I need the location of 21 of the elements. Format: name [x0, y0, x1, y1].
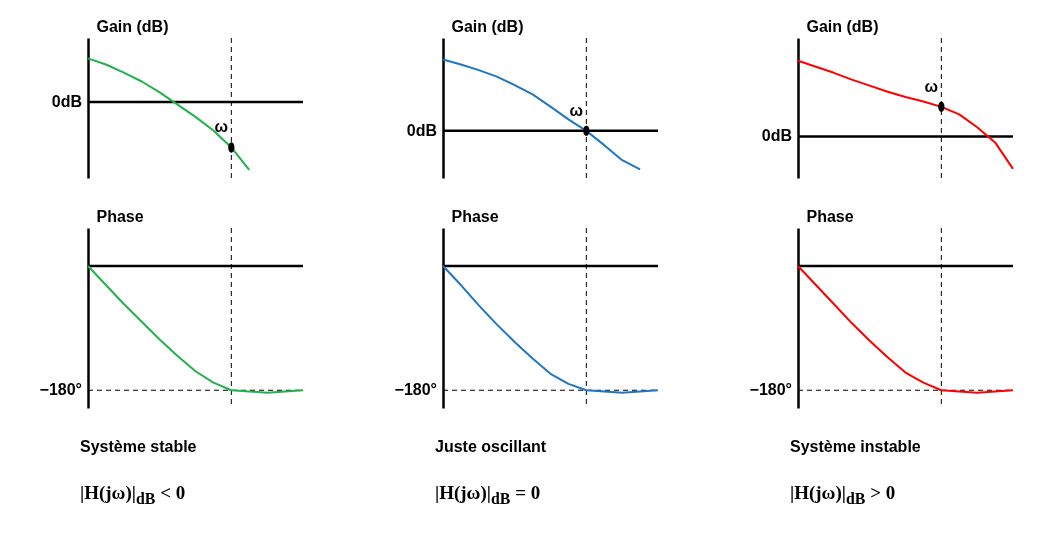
- annotation: ω: [214, 118, 229, 136]
- text: Système instable: [790, 438, 922, 456]
- y-axis-title: Gain (dB): [451, 17, 524, 35]
- y-axis-title: Gain (dB): [806, 17, 879, 35]
- ref-line-label: 0dB: [761, 127, 792, 145]
- text: Juste oscillant: [435, 438, 548, 456]
- y-axis-title: Phase: [806, 207, 854, 225]
- annotation: ω: [924, 77, 939, 95]
- ref-line-label: −180°: [39, 381, 82, 399]
- text: |H(jω)|$_{dB}$ > 0: [790, 482, 897, 508]
- y-axis-title: Phase: [96, 207, 144, 225]
- ref-line-label: −180°: [394, 381, 437, 399]
- ref-line-label: 0dB: [51, 92, 82, 110]
- text: Système stable: [80, 438, 198, 456]
- text: |H(jω)|$_{dB}$ = 0: [435, 482, 542, 508]
- y-axis-title: Gain (dB): [96, 17, 169, 35]
- annotation: ω: [569, 101, 584, 119]
- y-axis-title: Phase: [451, 207, 499, 225]
- ref-line-label: 0dB: [406, 121, 437, 139]
- ref-line-label: −180°: [749, 381, 792, 399]
- text: |H(jω)|$_{dB}$ < 0: [80, 482, 187, 508]
